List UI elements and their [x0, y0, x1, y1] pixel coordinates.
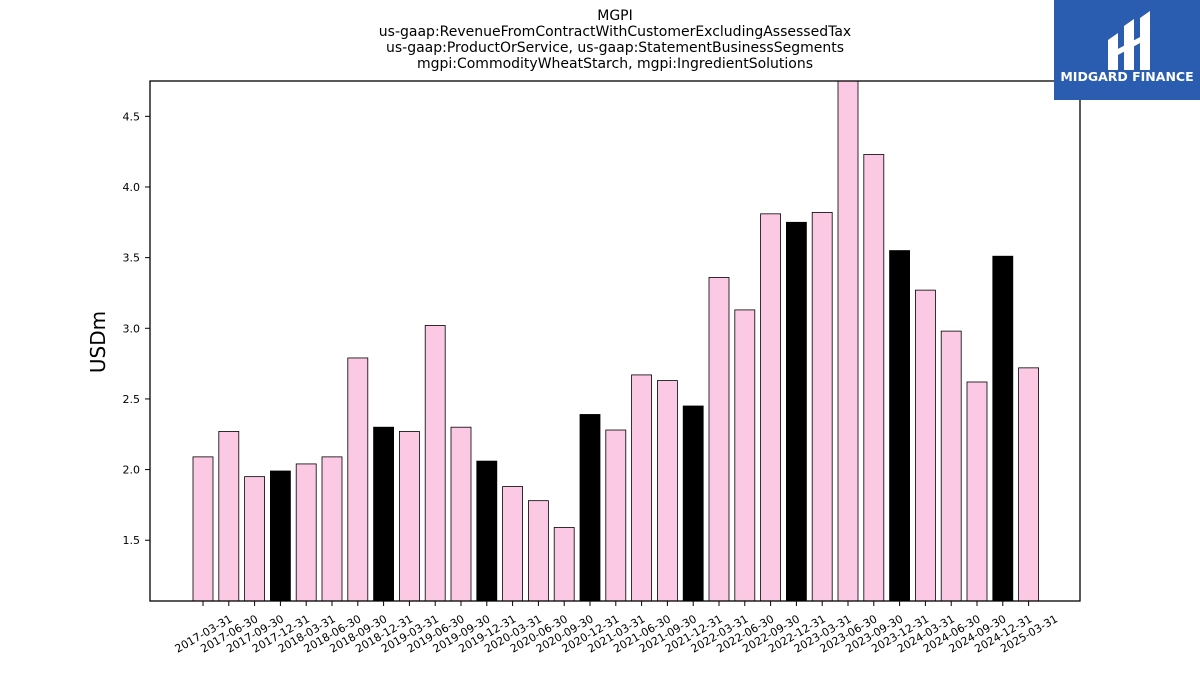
y-tick-label: 4.5 [123, 110, 141, 123]
bar [786, 221, 807, 602]
chart-title-line: us-gaap:RevenueFromContractWithCustomerE… [379, 24, 851, 40]
bar [398, 431, 420, 602]
y-tick-label: 2.5 [123, 393, 141, 406]
bar [992, 255, 1014, 602]
chart-title-line: mgpi:CommodityWheatStarch, mgpi:Ingredie… [417, 56, 813, 72]
y-tick-label: 4.0 [123, 181, 141, 194]
y-tick-label: 3.0 [123, 322, 141, 335]
bar [295, 463, 317, 602]
bar [424, 325, 446, 602]
y-axis-label: USDm [86, 311, 110, 373]
bar [528, 500, 549, 602]
bar [373, 426, 395, 602]
chart-title: MGPI us-gaap:RevenueFromContractWithCust… [379, 8, 851, 72]
bar [682, 405, 704, 602]
bar [915, 289, 936, 602]
bar [476, 460, 498, 602]
bar [657, 380, 678, 602]
y-tick-label: 2.0 [123, 464, 141, 477]
midgard-finance-logo: MIDGARD FINANCE [1054, 0, 1200, 100]
y-tick-label: 3.5 [123, 252, 141, 265]
bar [811, 212, 833, 602]
chart-title-line: us-gaap:ProductOrService, us-gaap:Statem… [386, 40, 844, 56]
bar [1018, 367, 1039, 602]
bar [837, 80, 859, 602]
bar [450, 426, 472, 602]
bar [708, 277, 730, 602]
logo-mark-icon [1108, 11, 1150, 70]
bar [605, 429, 627, 602]
plot-frame [149, 80, 1081, 602]
bar [502, 486, 524, 602]
y-axis: 1.5 2.0 2.5 3.0 3.5 4.0 4.5 [123, 110, 150, 547]
bar [940, 330, 962, 602]
bar [553, 527, 575, 602]
bar [760, 213, 781, 602]
y-tick-label: 1.5 [123, 534, 141, 547]
bar [863, 154, 885, 602]
bar [579, 414, 601, 602]
bar [269, 470, 291, 602]
logo-text: MIDGARD FINANCE [1060, 69, 1193, 84]
bar [321, 456, 343, 602]
bar [631, 374, 652, 602]
bar [192, 456, 214, 602]
bar [244, 476, 266, 602]
x-axis: 2017-03-312017-06-302017-09-302017-12-31… [173, 601, 1060, 656]
bar [218, 431, 240, 602]
chart-title-line: MGPI [597, 8, 633, 24]
bar-group [192, 80, 1039, 602]
bar [734, 309, 756, 602]
bar [347, 357, 369, 602]
bar [966, 381, 988, 602]
bar [889, 250, 910, 602]
